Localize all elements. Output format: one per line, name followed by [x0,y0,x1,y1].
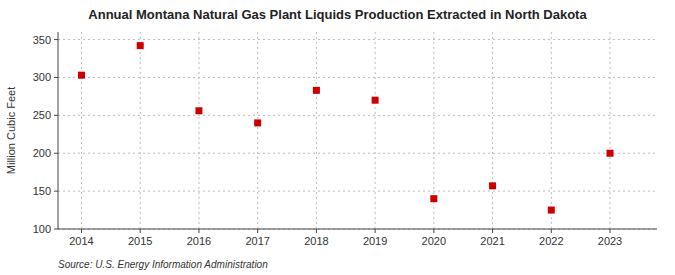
x-tick [551,229,552,233]
x-tick [610,229,611,233]
x-tick [257,229,258,233]
y-tick [54,77,58,78]
point [548,207,555,214]
x-tick-label: 2020 [422,235,446,247]
x-tick [316,229,317,233]
y-tick-label: 200 [33,147,51,159]
point [313,87,320,94]
x-axis: 2014 2015 2016 2017 2018 2019 2020 2021 2022 2023 [69,229,622,247]
x-tick-label: 2019 [363,235,387,247]
x-tick [375,229,376,233]
x-tick-label: 2021 [480,235,504,247]
grid-line-x [81,32,82,229]
y-tick-label: 100 [33,223,51,235]
title: Annual Montana Natural Gas Plant Liquids… [88,7,587,22]
grid-line-x [140,32,141,229]
x-tick [433,229,434,233]
x-tick-label: 2018 [304,235,328,247]
point [195,107,202,114]
chart: 2014 2015 2016 2017 2018 2019 2020 2021 2022 2023… [0,0,675,275]
point [430,195,437,202]
y-tick [54,39,58,40]
grid-line-x [610,32,611,229]
point [489,182,496,189]
x-tick [198,229,199,233]
grid-line-y [58,39,657,40]
x-tick-label: 2023 [598,235,622,247]
point [254,119,261,126]
grid-line-y [58,229,657,230]
grid-line-x [492,32,493,229]
x-tick-label: 2022 [539,235,563,247]
y-tick-label: 350 [33,34,51,46]
y-axis-label: Million Cubic Feet [5,87,17,174]
y-tick-label: 300 [33,71,51,83]
x-axis-line [58,229,657,230]
y-tick [54,153,58,154]
grid-line-x [551,32,552,229]
grid-line-y [58,115,657,116]
x-tick-label: 2017 [245,235,269,247]
y-tick [54,115,58,116]
point [137,42,144,49]
grid-line-x [375,32,376,229]
grid-line-x [198,32,199,229]
y-axis-line [58,32,59,229]
y-tick-label: 250 [33,109,51,121]
grid-line-y [58,153,657,154]
x-tick [81,229,82,233]
point [372,97,379,104]
y-tick-label: 150 [33,185,51,197]
grid-line-x [257,32,258,229]
grid-line-y [58,191,657,192]
point [78,72,85,79]
x-tick-label: 2016 [187,235,211,247]
points [78,42,614,213]
point [607,150,614,157]
grid-line-x [316,32,317,229]
grid [58,32,657,229]
y-axis: 100 150 200 250 300 350 [33,34,58,235]
x-tick-label: 2014 [69,235,93,247]
x-tick-label: 2015 [128,235,152,247]
x-tick [492,229,493,233]
source-note: Source: U.S. Energy Information Administ… [58,259,268,270]
x-tick [140,229,141,233]
y-tick [54,229,58,230]
grid-line-y [58,77,657,78]
y-tick [54,191,58,192]
